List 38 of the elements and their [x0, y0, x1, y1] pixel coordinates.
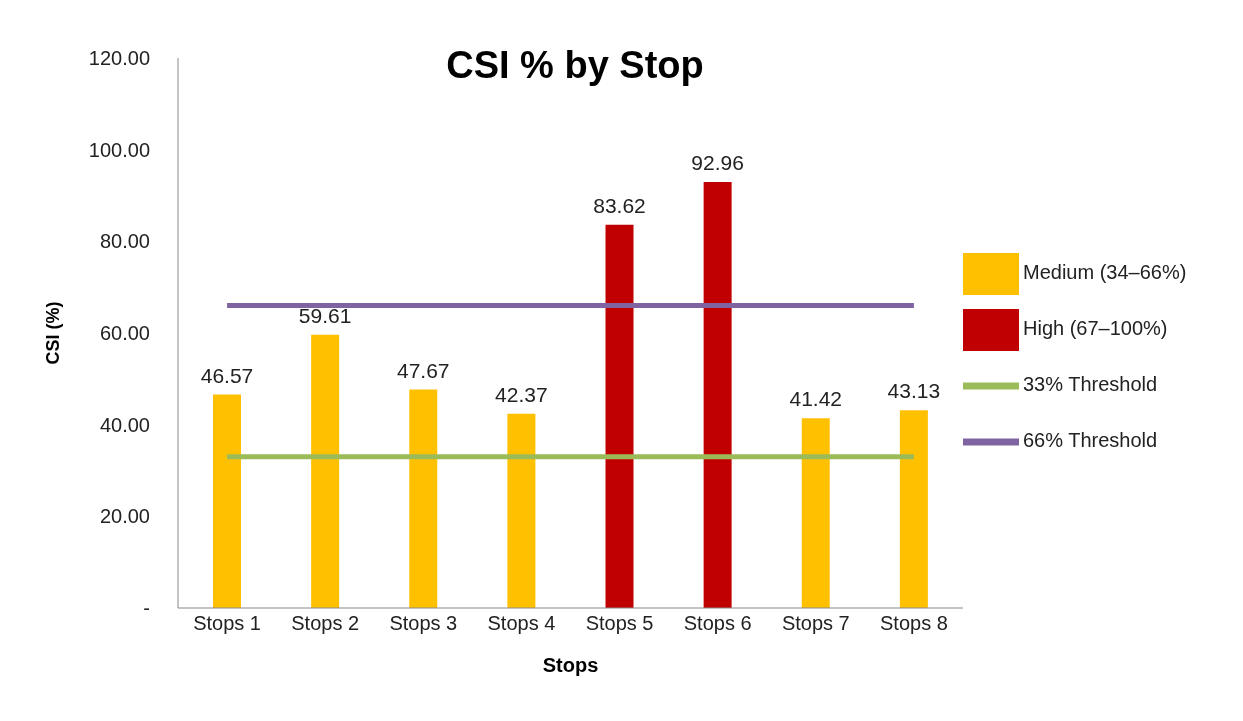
data-label: 46.57 [200, 363, 254, 387]
y-tick-label: 60.00 [99, 322, 150, 345]
data-label: 83.62 [593, 193, 646, 217]
legend-label: 33% Threshold [1023, 373, 1158, 396]
x-tick-label: Stops 8 [880, 612, 948, 635]
bar [311, 334, 340, 608]
bar [213, 394, 241, 608]
chart-title: CSI % by Stop [445, 44, 705, 87]
x-axis-title: Stops [542, 654, 599, 676]
y-tick-label: 20.00 [99, 505, 150, 528]
y-axis-title: CSI (%) [43, 301, 64, 365]
y-tick-label: 80.00 [99, 230, 150, 253]
x-tick-label: Stops 5 [585, 612, 654, 635]
x-tick-label: Stops 2 [291, 612, 360, 635]
bar [605, 224, 634, 608]
data-label: 92.96 [691, 150, 744, 174]
bar [409, 389, 438, 608]
legend-label: Medium (34–66%) [1023, 261, 1187, 284]
y-tick-label: 40.00 [99, 413, 150, 436]
y-tick-label: - [143, 597, 150, 620]
data-label: 42.37 [495, 382, 548, 406]
bar [899, 410, 928, 608]
x-tick-label: Stops 3 [389, 612, 458, 635]
x-tick-label: Stops 4 [487, 612, 556, 635]
x-tick-label: Stops 7 [781, 612, 850, 635]
data-label: 59.61 [298, 303, 352, 327]
y-tick-label: 120.00 [88, 47, 150, 70]
legend-label: High (67–100%) [1023, 317, 1168, 340]
y-tick-label: 100.00 [88, 138, 150, 161]
x-tick-label: Stops 6 [683, 612, 752, 635]
x-tick-label: Stops 1 [193, 612, 261, 635]
legend-label: 66% Threshold [1023, 429, 1158, 452]
bar [703, 181, 732, 608]
data-label: 41.42 [789, 387, 843, 411]
bar [507, 413, 536, 608]
data-label: 47.67 [396, 358, 450, 382]
bar [801, 418, 830, 608]
data-label: 43.13 [887, 379, 941, 403]
